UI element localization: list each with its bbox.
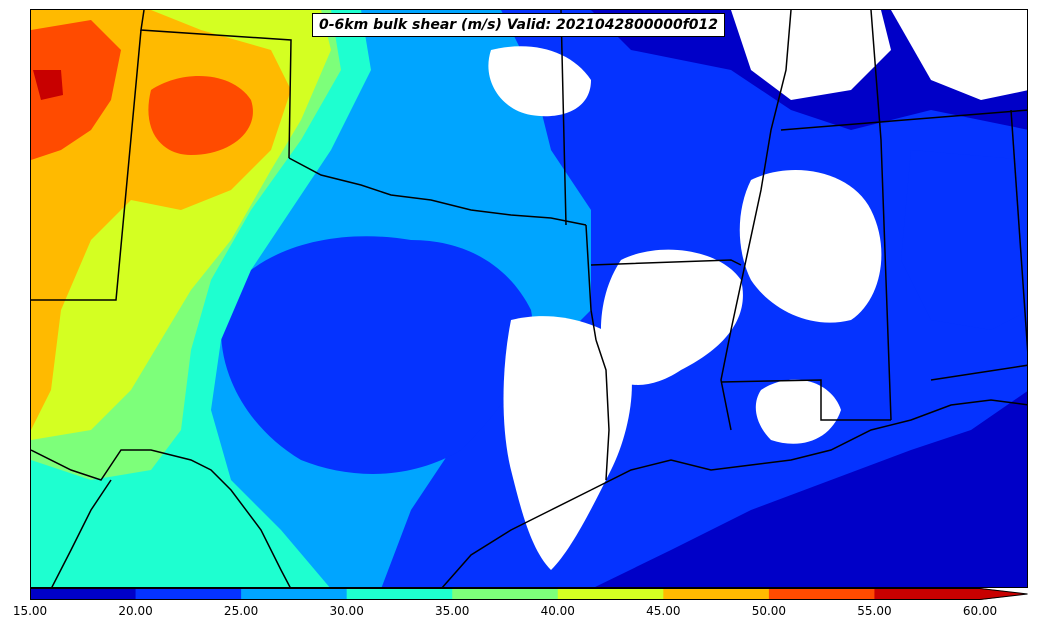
colorbar-tick-label: 60.00 (962, 604, 998, 618)
missing-data-gulf (503, 316, 632, 570)
colorbar-bin (346, 588, 453, 600)
colorbar-bin (874, 588, 981, 600)
colorbar-tick-label: 30.00 (329, 604, 364, 618)
missing-data-ms-s (755, 379, 841, 444)
shear-field-50-55 (31, 20, 121, 160)
shear-field-50-55-b (148, 76, 253, 155)
colorbar-svg (30, 588, 1028, 600)
shear-field-20-25-texas (221, 236, 533, 474)
colorbar-outline (30, 588, 1028, 600)
colorbar-bin (452, 588, 559, 600)
shear-field-55-60 (33, 70, 63, 100)
colorbar-tick-label: 15.00 (12, 604, 48, 618)
colorbar-tick-label: 20.00 (118, 604, 153, 618)
colorbar-tick-label: 25.00 (223, 604, 259, 618)
colorbar-bin (557, 588, 664, 600)
colorbar-bin (135, 588, 242, 600)
colorbar (30, 588, 1028, 600)
missing-data-ar (488, 46, 591, 117)
shear-field-20-25-east (901, 150, 1027, 330)
colorbar-tick-label: 35.00 (435, 604, 470, 618)
missing-data-arkla (601, 249, 743, 385)
colorbar-bin (241, 588, 348, 600)
colorbar-bin (768, 588, 875, 600)
missing-data-ne (891, 10, 1027, 100)
colorbar-tick-label: 55.00 (857, 604, 892, 618)
colorbar-bin (663, 588, 770, 600)
shear-map (30, 9, 1028, 588)
colorbar-tick-label: 40.00 (540, 604, 575, 618)
missing-data-north (731, 10, 891, 100)
colorbar-tick-label: 50.00 (751, 604, 787, 618)
map-title: 0-6km bulk shear (m/s) Valid: 2021042800… (312, 13, 725, 37)
colorbar-bin (30, 588, 137, 600)
map-canvas (31, 10, 1027, 587)
colorbar-extend-arrow (980, 588, 1028, 600)
state-boundaries (31, 10, 1027, 587)
missing-data-miss (739, 170, 882, 323)
colorbar-tick-label: 45.00 (646, 604, 681, 618)
